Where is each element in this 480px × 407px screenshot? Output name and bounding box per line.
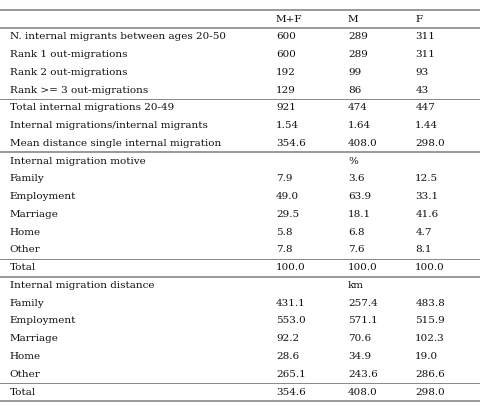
Text: Other: Other (10, 370, 40, 379)
Text: 289: 289 (348, 32, 368, 42)
Text: 33.1: 33.1 (415, 192, 438, 201)
Text: 8.1: 8.1 (415, 245, 432, 254)
Text: 99: 99 (348, 68, 361, 77)
Text: Marriage: Marriage (10, 210, 59, 219)
Text: Employment: Employment (10, 317, 76, 326)
Text: 1.54: 1.54 (276, 121, 299, 130)
Text: 92.2: 92.2 (276, 334, 299, 343)
Text: 5.8: 5.8 (276, 228, 292, 237)
Text: Family: Family (10, 174, 44, 184)
Text: 354.6: 354.6 (276, 139, 306, 148)
Text: 600: 600 (276, 50, 296, 59)
Text: 34.9: 34.9 (348, 352, 371, 361)
Text: 18.1: 18.1 (348, 210, 371, 219)
Text: 129: 129 (276, 85, 296, 94)
Text: 102.3: 102.3 (415, 334, 445, 343)
Text: Internal migrations/internal migrants: Internal migrations/internal migrants (10, 121, 207, 130)
Text: Total: Total (10, 263, 36, 272)
Text: 354.6: 354.6 (276, 387, 306, 396)
Text: 7.9: 7.9 (276, 174, 292, 184)
Text: 600: 600 (276, 32, 296, 42)
Text: 70.6: 70.6 (348, 334, 371, 343)
Text: 265.1: 265.1 (276, 370, 306, 379)
Text: 100.0: 100.0 (348, 263, 378, 272)
Text: 921: 921 (276, 103, 296, 112)
Text: Total internal migrations 20-49: Total internal migrations 20-49 (10, 103, 174, 112)
Text: 49.0: 49.0 (276, 192, 299, 201)
Text: 408.0: 408.0 (348, 139, 378, 148)
Text: 100.0: 100.0 (276, 263, 306, 272)
Text: 311: 311 (415, 32, 435, 42)
Text: Family: Family (10, 299, 44, 308)
Text: 3.6: 3.6 (348, 174, 364, 184)
Text: 7.6: 7.6 (348, 245, 364, 254)
Text: 571.1: 571.1 (348, 317, 378, 326)
Text: 100.0: 100.0 (415, 263, 445, 272)
Text: %: % (348, 157, 358, 166)
Text: 12.5: 12.5 (415, 174, 438, 184)
Text: 553.0: 553.0 (276, 317, 306, 326)
Text: 431.1: 431.1 (276, 299, 306, 308)
Text: 311: 311 (415, 50, 435, 59)
Text: 515.9: 515.9 (415, 317, 445, 326)
Text: 41.6: 41.6 (415, 210, 438, 219)
Text: Employment: Employment (10, 192, 76, 201)
Text: 289: 289 (348, 50, 368, 59)
Text: 474: 474 (348, 103, 368, 112)
Text: M: M (348, 15, 359, 24)
Text: Home: Home (10, 228, 41, 237)
Text: Mean distance single internal migration: Mean distance single internal migration (10, 139, 221, 148)
Text: 257.4: 257.4 (348, 299, 378, 308)
Text: Internal migration distance: Internal migration distance (10, 281, 154, 290)
Text: Marriage: Marriage (10, 334, 59, 343)
Text: F: F (415, 15, 422, 24)
Text: 1.44: 1.44 (415, 121, 438, 130)
Text: 63.9: 63.9 (348, 192, 371, 201)
Text: 6.8: 6.8 (348, 228, 364, 237)
Text: 408.0: 408.0 (348, 387, 378, 396)
Text: Rank 1 out-migrations: Rank 1 out-migrations (10, 50, 127, 59)
Text: 7.8: 7.8 (276, 245, 292, 254)
Text: Rank 2 out-migrations: Rank 2 out-migrations (10, 68, 127, 77)
Text: 483.8: 483.8 (415, 299, 445, 308)
Text: 43: 43 (415, 85, 429, 94)
Text: M+F: M+F (276, 15, 302, 24)
Text: 4.7: 4.7 (415, 228, 432, 237)
Text: km: km (348, 281, 364, 290)
Text: N. internal migrants between ages 20-50: N. internal migrants between ages 20-50 (10, 32, 226, 42)
Text: Other: Other (10, 245, 40, 254)
Text: 447: 447 (415, 103, 435, 112)
Text: Total: Total (10, 387, 36, 396)
Text: 192: 192 (276, 68, 296, 77)
Text: Internal migration motive: Internal migration motive (10, 157, 145, 166)
Text: 286.6: 286.6 (415, 370, 445, 379)
Text: 1.64: 1.64 (348, 121, 371, 130)
Text: 19.0: 19.0 (415, 352, 438, 361)
Text: 243.6: 243.6 (348, 370, 378, 379)
Text: Home: Home (10, 352, 41, 361)
Text: 29.5: 29.5 (276, 210, 299, 219)
Text: 298.0: 298.0 (415, 387, 445, 396)
Text: 298.0: 298.0 (415, 139, 445, 148)
Text: 28.6: 28.6 (276, 352, 299, 361)
Text: 86: 86 (348, 85, 361, 94)
Text: 93: 93 (415, 68, 429, 77)
Text: Rank >= 3 out-migrations: Rank >= 3 out-migrations (10, 85, 148, 94)
